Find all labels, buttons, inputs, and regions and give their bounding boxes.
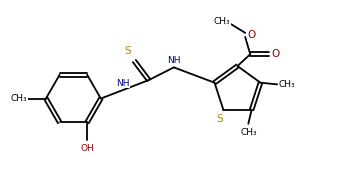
Text: CH₃: CH₃ xyxy=(278,80,295,89)
Text: OH: OH xyxy=(80,144,94,153)
Text: O: O xyxy=(247,30,255,40)
Text: S: S xyxy=(216,114,223,124)
Text: S: S xyxy=(124,46,131,56)
Text: O: O xyxy=(271,49,280,59)
Text: CH₃: CH₃ xyxy=(213,17,230,26)
Text: CH₃: CH₃ xyxy=(240,128,257,137)
Text: NH: NH xyxy=(167,56,181,65)
Text: NH: NH xyxy=(116,79,130,88)
Text: CH₃: CH₃ xyxy=(11,94,27,103)
